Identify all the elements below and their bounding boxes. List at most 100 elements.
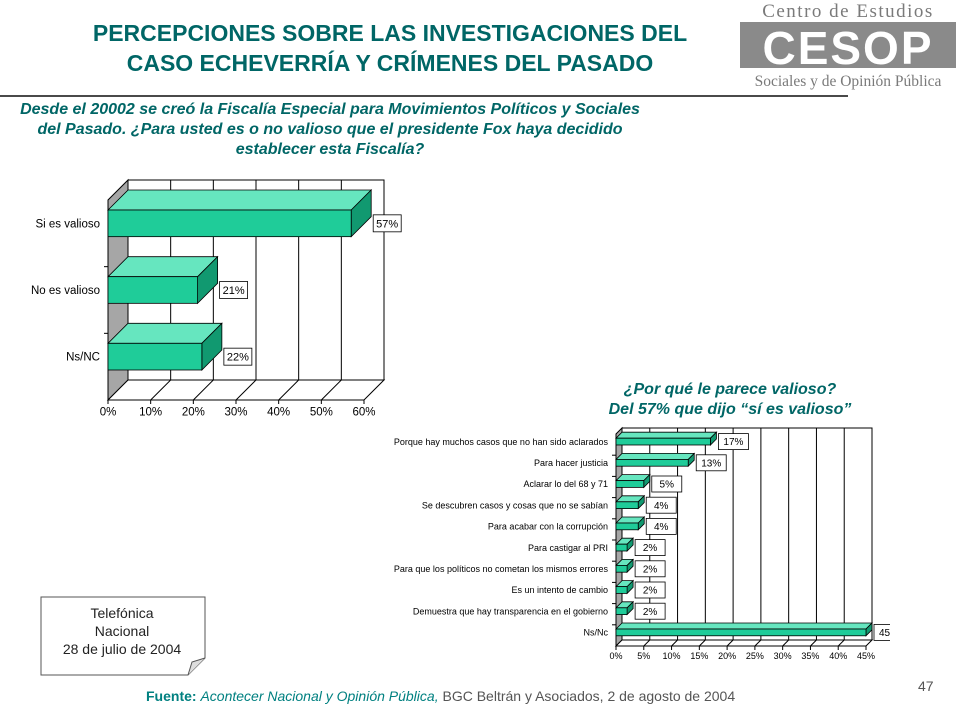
category-label: Para que los políticos no cometan los mi…: [394, 564, 609, 574]
chart-valioso: 0% 10% 20% 30% 40% 50% 60% Si es valioso 57% No e…: [31, 178, 402, 419]
x-tick-label: 0%: [100, 407, 117, 419]
x-tick-label: 10%: [663, 651, 681, 661]
category-label: Ns/Nc: [584, 628, 609, 638]
x-tick-label: 60%: [352, 407, 375, 419]
data-label-box: [634, 581, 666, 599]
category-label: Ns/NC: [66, 352, 100, 364]
bar: [107, 209, 352, 238]
category-label: Para hacer justicia: [534, 458, 608, 468]
data-label-box: [634, 560, 666, 578]
category-label: Porque hay muchos casos que no han sido …: [394, 437, 609, 447]
x-tick-label: 40%: [829, 651, 847, 661]
grid-line-floor: [810, 639, 817, 647]
question-1: Desde el 20002 se creó la Fiscalía Espec…: [20, 101, 640, 158]
bar: [615, 480, 645, 488]
note-box: [40, 596, 206, 676]
page-title: PERCEPCIONES SOBRE LAS INVESTIGACIONES D…: [40, 18, 740, 78]
logo-bottom-text: Sociales y de Opinión Pública: [755, 73, 942, 90]
data-label: 4%: [654, 522, 669, 533]
data-label-box: [634, 602, 666, 620]
logo-big-text: CESOP: [762, 22, 933, 74]
grid-line-floor: [278, 379, 300, 401]
data-label: 5%: [660, 480, 675, 491]
data-label-box: [695, 454, 727, 472]
x-tick-label: 30%: [224, 407, 247, 419]
x-tick-label: 50%: [310, 407, 333, 419]
x-tick-label: 20%: [182, 407, 205, 419]
bar-top: [615, 622, 873, 630]
data-label: 2%: [643, 564, 658, 575]
bar: [615, 459, 689, 467]
data-label-box: [223, 347, 253, 366]
x-tick-label: 25%: [746, 651, 764, 661]
x-tick-label: 35%: [801, 651, 819, 661]
bar: [107, 342, 203, 371]
bar: [615, 586, 628, 594]
footer-source: Fuente: Acontecer Nacional y Opinión Púb…: [146, 688, 735, 704]
data-label: 2%: [643, 543, 658, 554]
category-label: Aclarar lo del 68 y 71: [523, 479, 608, 489]
category-label: Para castigar al PRI: [528, 543, 608, 553]
bar: [615, 437, 711, 446]
category-label: No es valioso: [31, 285, 100, 297]
data-label: 45%: [879, 628, 890, 639]
bar: [107, 276, 198, 304]
data-label-box: [634, 539, 666, 556]
data-label: 13%: [701, 458, 721, 469]
grid-line-floor: [643, 639, 651, 647]
category-label: Si es valioso: [35, 218, 100, 230]
bar: [615, 522, 639, 531]
question-2: ¿Por qué le parece valioso? Del 57% que …: [560, 380, 900, 420]
data-label-box: [873, 623, 890, 641]
data-label-box: [718, 433, 749, 451]
data-label: 2%: [643, 607, 658, 618]
grid-line-floor: [192, 379, 214, 401]
bar: [615, 607, 628, 615]
footer-label: Fuente:: [146, 688, 197, 704]
note-line-3: 28 de julio de 2004: [62, 641, 182, 657]
footer-rest: BGC Beltrán y Asociados, 2 de agosto de …: [442, 688, 736, 704]
x-tick-label: 10%: [139, 407, 162, 419]
data-label: 17%: [723, 437, 743, 448]
data-label: 2%: [643, 586, 658, 597]
bar: [615, 501, 639, 509]
x-tick-label: 0%: [609, 651, 622, 661]
bar: [615, 628, 867, 637]
grid-line-floor: [671, 639, 678, 647]
category-label: Para acabar con la corrupción: [488, 522, 608, 532]
data-label-box: [645, 496, 677, 514]
grid-line-floor: [235, 379, 257, 401]
data-label: 21%: [223, 285, 245, 297]
data-label: 22%: [227, 352, 249, 364]
grid-line-floor: [837, 639, 845, 647]
chart-razones: 0% 5% 10% 15% 20% 25% 30% 35% 40% 45% Porque hay m…: [394, 426, 890, 661]
category-label: Es un intento de cambio: [511, 585, 608, 595]
chart-floor: [614, 639, 874, 647]
x-tick-label: 20%: [718, 651, 736, 661]
footer-source-name: Acontecer Nacional y Opinión Pública,: [200, 688, 439, 704]
grid-line-floor: [698, 639, 706, 647]
note-line-1: Telefónica: [90, 605, 154, 621]
bar: [615, 565, 628, 573]
x-tick-label: 40%: [267, 407, 290, 419]
bar-top: [615, 453, 696, 460]
question-2-line-2: Del 57% que dijo “sí es valioso”: [608, 401, 852, 418]
title-line-1: PERCEPCIONES SOBRE LAS INVESTIGACIONES D…: [92, 20, 688, 46]
category-label: Demuestra que hay transparencia en el go…: [413, 606, 608, 616]
grid-line-floor: [726, 639, 734, 647]
data-label-box: [651, 475, 683, 493]
x-tick-label: 45%: [857, 651, 875, 661]
data-label-box: [645, 518, 677, 535]
logo-top-text: Centro de Estudios: [762, 1, 934, 22]
bar: [615, 543, 628, 552]
note-text: Telefónica Nacional 28 de julio de 2004: [40, 604, 204, 658]
grid-line-floor: [320, 379, 342, 401]
question-2-line-1: ¿Por qué le parece valioso?: [623, 381, 837, 398]
page-number: 47: [918, 678, 934, 694]
grid-line-floor: [150, 379, 172, 401]
category-label: Se descubren casos y cosas que no se sab…: [422, 500, 608, 510]
data-label-box: [372, 214, 402, 233]
bar-top: [615, 431, 718, 439]
x-tick-label: 5%: [637, 651, 650, 661]
data-label-box: [219, 281, 249, 299]
